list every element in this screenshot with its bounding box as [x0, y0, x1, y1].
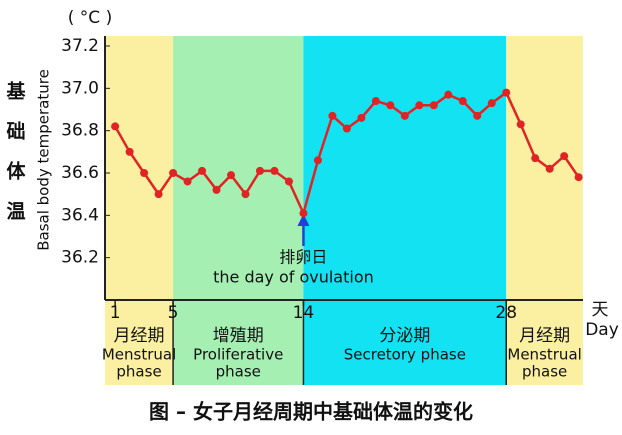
phase-name-cn: 分泌期 — [379, 326, 430, 346]
y-axis-label-cn: 基 — [5, 80, 26, 103]
y-tick-label: 36.8 — [61, 121, 99, 141]
phase-name-en: Proliferative — [193, 346, 283, 364]
phase-name-en: Secretory phase — [344, 346, 466, 364]
data-point — [429, 101, 438, 110]
data-point — [458, 97, 467, 106]
y-axis-label-cn: 温 — [6, 201, 25, 223]
data-point — [386, 101, 395, 110]
y-tick-label: 36.2 — [61, 248, 99, 268]
data-point — [502, 88, 511, 97]
y-tick-label: 37.0 — [61, 78, 99, 98]
y-axis-label-cn: 体 — [6, 160, 26, 183]
annotation-cn: 排卵日 — [279, 248, 327, 267]
data-point — [328, 111, 337, 120]
data-point — [531, 154, 540, 163]
data-point — [270, 166, 279, 175]
phase-name-cn: 月经期 — [114, 326, 165, 346]
data-point — [342, 124, 351, 133]
data-point — [444, 90, 453, 99]
data-point — [169, 169, 178, 177]
annotation-en: the day of ovulation — [213, 268, 374, 287]
caption: 图 – 女子月经周期中基础体温的变化 — [149, 400, 473, 424]
annotation-arrowhead — [297, 214, 310, 226]
y-tick-label: 36.6 — [61, 163, 99, 183]
y-tick-label: 37.2 — [61, 36, 99, 56]
data-point — [140, 169, 149, 177]
data-point — [574, 173, 583, 182]
y-axis-label: Basal body temperature — [35, 69, 53, 251]
data-point — [400, 111, 409, 120]
phase-name-en: Menstrual — [102, 346, 176, 364]
data-point — [299, 209, 308, 218]
unit-label: ( °C ) — [68, 8, 112, 28]
x-tick-label: 1 — [110, 303, 121, 323]
data-point — [487, 99, 496, 108]
data-point — [241, 190, 250, 199]
phase-name-cn: 增殖期 — [213, 326, 264, 346]
data-point — [198, 166, 207, 175]
data-point — [212, 185, 221, 194]
phase-bands — [105, 36, 583, 385]
x-tick-label: 5 — [168, 303, 179, 323]
x-tick-label: 14 — [293, 303, 315, 323]
data-point — [473, 111, 482, 120]
y-axis-label-cn: 础 — [6, 121, 25, 143]
phase-band — [506, 36, 583, 385]
x-unit: Day — [585, 320, 619, 340]
phase-band — [303, 36, 507, 385]
phase-band — [173, 36, 304, 385]
data-point — [516, 120, 525, 129]
data-point — [357, 113, 366, 122]
phase-name-en: phase — [116, 363, 161, 381]
data-point — [545, 164, 554, 173]
data-point — [560, 152, 569, 161]
data-point — [183, 177, 192, 186]
data-point — [415, 101, 424, 110]
data-point — [227, 171, 236, 180]
phase-band — [105, 36, 174, 385]
data-point — [284, 177, 293, 186]
data-point — [313, 156, 322, 165]
x-unit-cn: 天 — [592, 300, 609, 320]
data-point — [111, 122, 120, 131]
data-point — [255, 166, 264, 175]
phase-name-en: phase — [216, 363, 261, 381]
y-tick-label: 36.4 — [61, 205, 99, 225]
x-tick-label: 28 — [495, 303, 517, 323]
phase-name-cn: 月经期 — [519, 326, 570, 346]
phase-name-en: phase — [522, 363, 567, 381]
data-point — [125, 147, 134, 156]
data-point — [154, 190, 163, 199]
phase-name-en: Menstrual — [507, 346, 581, 364]
data-point — [371, 97, 380, 106]
